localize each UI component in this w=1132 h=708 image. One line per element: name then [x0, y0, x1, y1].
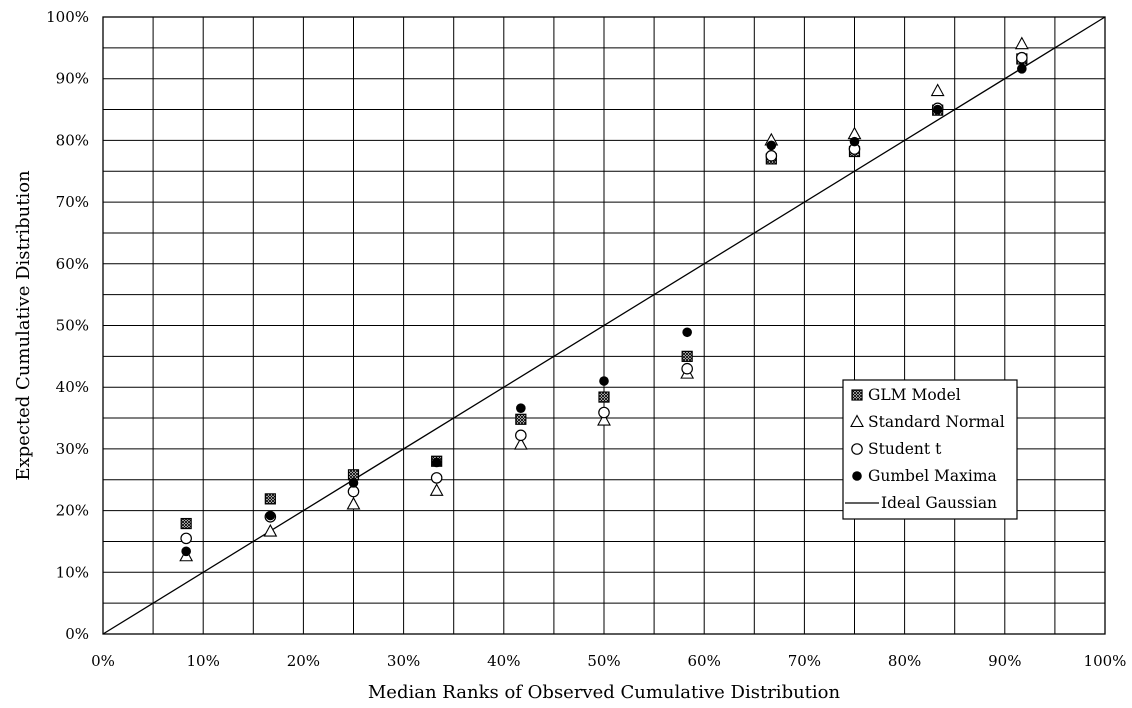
point-standard-normal	[597, 412, 611, 426]
point-gumbel-maxima	[431, 457, 442, 468]
x-tick-label: 0%	[91, 652, 115, 670]
y-tick-label: 0%	[65, 625, 89, 643]
point-gumbel-maxima	[516, 403, 526, 413]
y-tick-label: 10%	[56, 563, 89, 581]
x-tick-label: 40%	[487, 652, 520, 670]
point-standard-normal	[513, 436, 528, 450]
legend-marker-standard-normal	[850, 414, 864, 428]
y-axis-ticks: 0% 10% 20% 30% 40% 50% 60% 70% 80% 90% 100%	[46, 8, 89, 643]
x-tick-label: 60%	[688, 652, 721, 670]
x-tick-label: 50%	[587, 652, 620, 670]
y-tick-label: 20%	[56, 502, 89, 520]
point-student-t	[598, 406, 610, 419]
point-gumbel-maxima	[682, 327, 692, 338]
plot-frame	[102, 16, 1106, 635]
point-student-t	[681, 362, 693, 375]
y-tick-label: 50%	[56, 317, 89, 335]
x-tick-label: 80%	[888, 652, 921, 670]
point-standard-normal	[429, 483, 444, 496]
x-axis-title: Median Ranks of Observed Cumulative Dist…	[368, 682, 841, 703]
point-standard-normal	[930, 83, 945, 97]
y-tick-label: 70%	[56, 193, 89, 211]
legend: GLM Model Standard Normal Student t Gumb…	[842, 379, 1018, 520]
legend-symbols	[845, 389, 879, 504]
legend-label-standard-normal: Standard Normal	[868, 413, 1005, 431]
point-gumbel-maxima	[932, 104, 943, 115]
legend-label-student-t: Student t	[868, 440, 942, 458]
point-standard-normal	[263, 523, 278, 537]
point-gumbel-maxima	[265, 510, 276, 521]
legend-label-gumbel-maxima: Gumbel Maxima	[868, 467, 997, 485]
legend-marker-gumbel-maxima	[852, 471, 862, 481]
y-axis-title: Expected Cumulative Distribution	[13, 170, 34, 481]
y-tick-label: 100%	[46, 8, 89, 26]
point-gumbel-maxima	[348, 478, 359, 488]
legend-box	[842, 379, 1018, 520]
point-student-t	[180, 532, 192, 545]
x-tick-label: 10%	[187, 652, 220, 670]
point-glm-model	[598, 391, 610, 403]
point-student-t	[347, 485, 360, 498]
point-glm-model	[681, 350, 693, 362]
point-standard-normal	[346, 496, 361, 510]
legend-marker-glm-model	[851, 389, 863, 401]
point-student-t	[515, 429, 527, 442]
point-standard-normal	[1014, 36, 1029, 50]
point-gumbel-maxima	[849, 136, 860, 147]
point-student-t	[1016, 51, 1028, 64]
data-points	[179, 36, 1029, 562]
x-tick-label: 20%	[287, 652, 320, 670]
y-tick-label: 80%	[56, 131, 89, 149]
x-axis-ticks: 0% 10% 20% 30% 40% 50% 60% 70% 80% 90% 100%	[91, 652, 1126, 670]
y-tick-label: 90%	[56, 70, 89, 88]
legend-marker-student-t	[851, 443, 863, 455]
point-student-t	[430, 472, 443, 484]
point-glm-model	[264, 493, 276, 505]
y-tick-label: 40%	[56, 378, 89, 396]
y-tick-label: 60%	[56, 255, 89, 273]
point-student-t	[765, 150, 778, 162]
legend-label-ideal-gaussian: Ideal Gaussian	[881, 494, 997, 512]
point-gumbel-maxima	[766, 140, 777, 151]
point-glm-model	[515, 413, 527, 425]
point-gumbel-maxima	[1017, 64, 1027, 74]
y-tick-label: 30%	[56, 440, 89, 458]
point-gumbel-maxima	[599, 376, 609, 386]
x-tick-label: 30%	[387, 652, 420, 670]
point-glm-model	[180, 517, 192, 530]
x-tick-label: 70%	[788, 652, 821, 670]
x-tick-label: 100%	[1084, 652, 1127, 670]
point-gumbel-maxima	[181, 546, 191, 557]
x-tick-label: 90%	[988, 652, 1021, 670]
legend-label-glm-model: GLM Model	[868, 386, 961, 404]
